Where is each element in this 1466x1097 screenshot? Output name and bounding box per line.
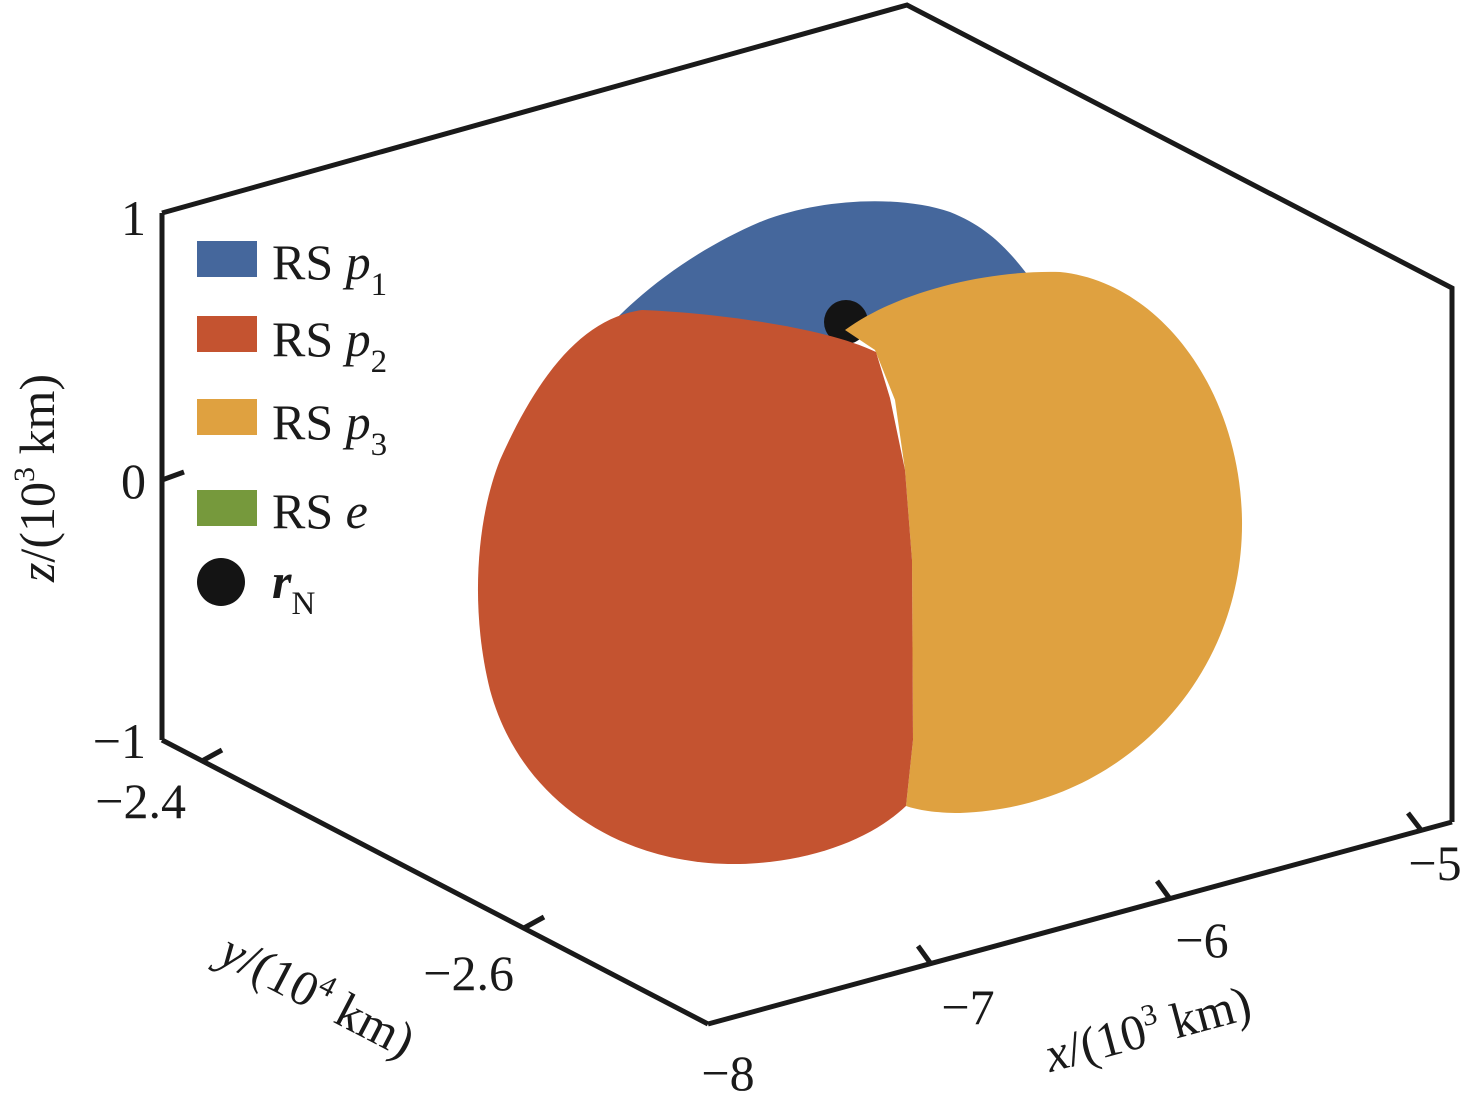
legend-swatch-rs-p1: [197, 241, 257, 277]
legend-prefix-rs-e: RS: [272, 483, 346, 539]
legend-var-rs-e: e: [346, 483, 368, 539]
x-axis-line: [707, 819, 1453, 1027]
y-tick-minus-2.6: [522, 914, 546, 931]
legend-var-r-n: r: [272, 553, 292, 609]
x-tick-label-minus-5: −5: [1408, 835, 1461, 891]
x-tick-label-minus-8: −8: [701, 1045, 754, 1097]
legend-swatch-rs-p3: [197, 399, 257, 435]
x-tick-minus-7: [915, 944, 934, 966]
y-tick-label-minus-2.6: −2.6: [423, 945, 514, 1001]
legend-sub-rs-p3: 3: [371, 427, 388, 463]
legend-label-rs-p2: RS p2: [272, 311, 387, 380]
z-axis-label-tail: km): [9, 374, 65, 467]
legend-label-r-n: rN: [272, 553, 315, 622]
legend-swatch-rs-p2: [197, 316, 257, 352]
box-back-edges: [161, 2, 1455, 822]
x-tick-minus-5: [1406, 811, 1423, 832]
legend-var-rs-p2: p: [343, 311, 371, 367]
legend-sub-r-n: N: [291, 586, 315, 622]
legend-sub-rs-p1: 1: [371, 267, 388, 303]
z-axis-label-unit: /(10: [9, 482, 65, 563]
y-tick-minus-2.4: [200, 747, 224, 764]
legend-prefix-rs-p3: RS: [272, 394, 346, 450]
legend: RS p1 RS p2 RS p3 RS e rN: [197, 234, 387, 622]
legend-var-rs-p3: p: [343, 394, 371, 450]
x-tick-minus-6: [1154, 879, 1173, 901]
legend-prefix-rs-p2: RS: [272, 311, 346, 367]
tick-marks: [161, 469, 1423, 966]
z-axis-label-exp: 3: [8, 467, 41, 482]
z-axis-label-var: z: [9, 563, 65, 583]
z-tick-label-minus-1: −1: [93, 713, 146, 769]
legend-marker-r-n: [197, 558, 245, 606]
y-axis-line: [160, 737, 710, 1027]
x-axis-label-unit: /(10: [1060, 1002, 1152, 1077]
x-tick-label-minus-6: −6: [1175, 912, 1228, 968]
legend-var-rs-p1: p: [343, 234, 371, 290]
legend-label-rs-p3: RS p3: [272, 394, 387, 463]
legend-swatch-rs-e: [197, 490, 257, 526]
x-axis-label: x/(103 km): [1037, 973, 1256, 1083]
z-tick-label-0: 0: [121, 453, 146, 509]
x-tick-label-minus-7: −7: [941, 979, 994, 1035]
surface-rs-p2: [477, 310, 913, 865]
legend-label-rs-e: RS e: [272, 483, 368, 539]
z-axis-label: z/(103 km): [8, 374, 65, 583]
surface-rs-p3: [845, 271, 1243, 813]
z-tick-0: [161, 469, 185, 483]
legend-label-rs-p1: RS p1: [272, 234, 387, 303]
y-tick-label-minus-2.4: −2.4: [95, 773, 186, 829]
surfaces: [477, 201, 1243, 865]
y-axis-label: y/(104 km): [207, 918, 425, 1068]
x-axis-label-tail: km): [1152, 974, 1256, 1052]
axis-box: [159, 2, 1455, 1027]
legend-prefix-rs-p1: RS: [272, 234, 346, 290]
legend-sub-rs-p2: 2: [371, 344, 388, 380]
z-tick-label-1: 1: [121, 190, 146, 246]
